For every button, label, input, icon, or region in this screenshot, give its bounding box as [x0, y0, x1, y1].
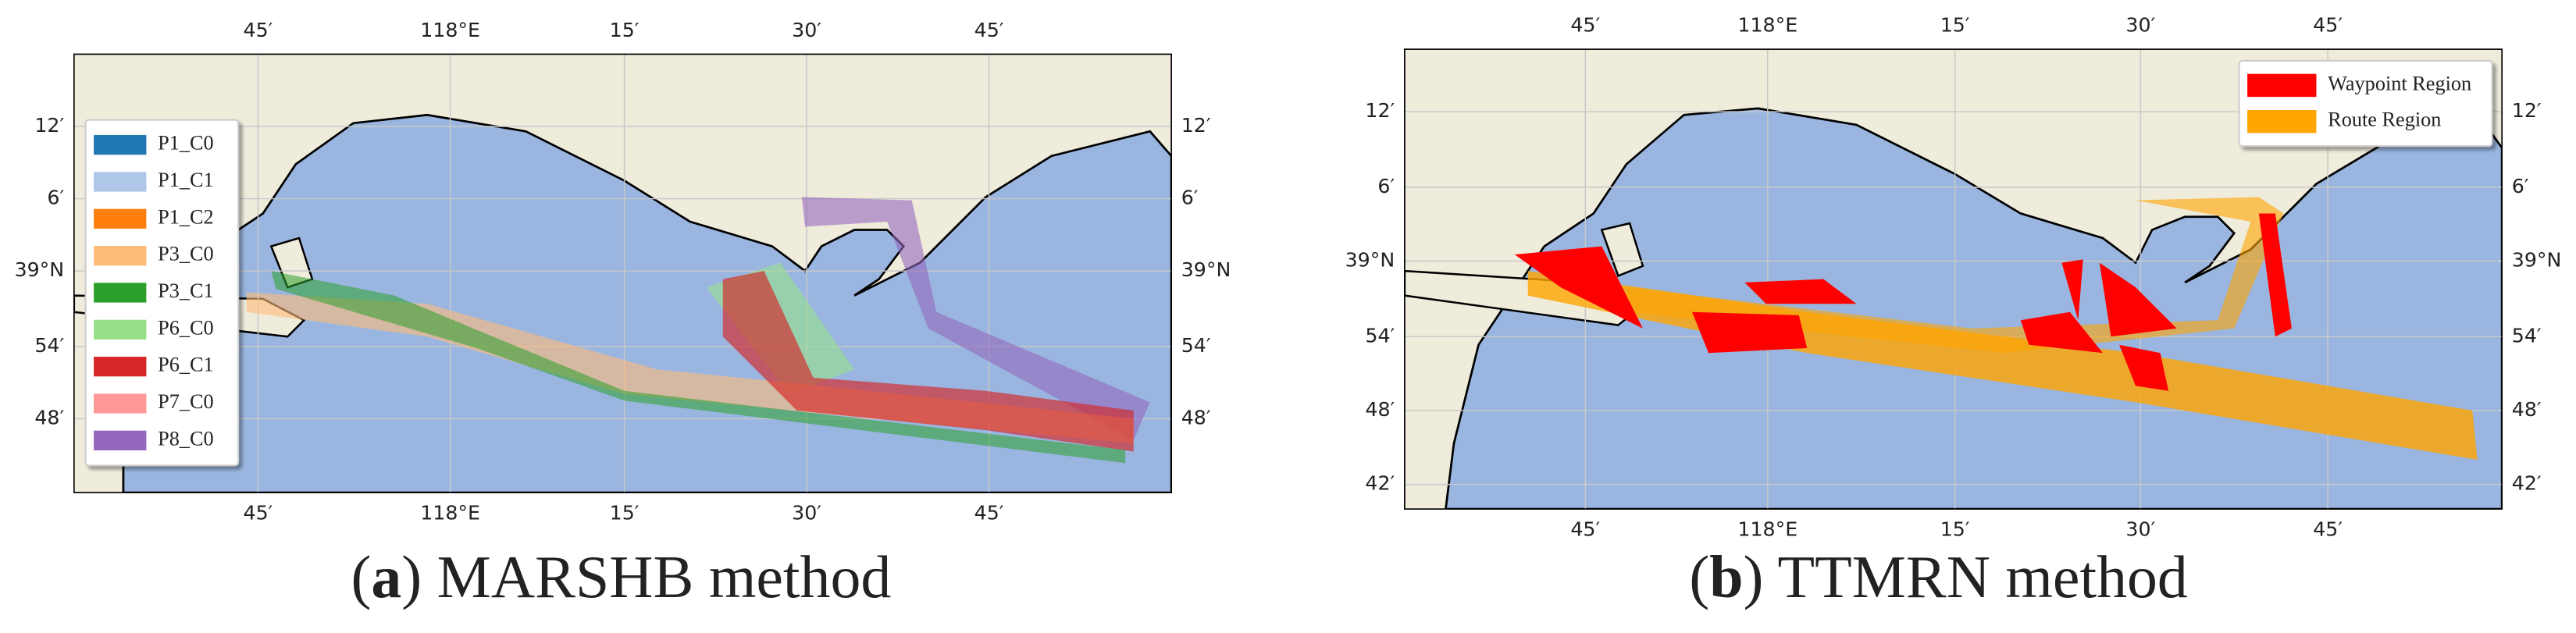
left-tick-label: 12′ [34, 114, 64, 137]
left-tick-label: 39°N [15, 258, 65, 281]
bottom-tick-label: 15′ [1940, 518, 1970, 541]
waypoint-region [1514, 246, 1643, 329]
waypoint-region [1744, 279, 1857, 304]
caption-part: ) TTMRN method [1744, 543, 2188, 610]
top-tick-label: 15′ [610, 19, 640, 41]
top-tick-label: 30′ [2125, 14, 2155, 37]
bottom-tick-label: 118°E [1737, 518, 1797, 541]
top-tick-label: 15′ [1940, 14, 1970, 37]
left-tick-label: 6′ [1377, 175, 1395, 197]
left-tick-label: 48′ [1365, 398, 1395, 421]
bottom-tick-label: 15′ [610, 501, 640, 524]
legend-swatch [94, 430, 147, 450]
right-tick-label: 54′ [1181, 334, 1211, 357]
legend-label: P1_C1 [158, 169, 214, 191]
legend-box [84, 119, 240, 467]
waypoint-region [2119, 344, 2169, 391]
legend-swatch [94, 135, 147, 155]
legend-swatch [94, 283, 147, 303]
right-tick-label: 39°N [1181, 258, 1231, 281]
legend-label: P6_C1 [158, 354, 214, 376]
left-tick-label: 42′ [1365, 472, 1395, 495]
right-tick-label: 42′ [2512, 472, 2542, 495]
right-tick-label: 12′ [1181, 114, 1211, 137]
top-tick-label: 118°E [420, 19, 480, 41]
legend-label: P3_C0 [158, 243, 214, 265]
left-tick-label: 39°N [1345, 248, 1395, 271]
route-region [1626, 197, 2284, 354]
caption-part: ) MARSHB method [401, 543, 891, 610]
caption-part: ( [1689, 543, 1709, 610]
frame [1404, 48, 2503, 510]
left-tick-label: 54′ [34, 334, 64, 357]
caption-part: ( [351, 543, 371, 610]
caption: (a) MARSHB method [351, 543, 891, 610]
legend-label: P3_C1 [158, 279, 214, 302]
waypoint-region [2020, 311, 2103, 354]
legend-label: P1_C0 [158, 132, 214, 155]
legend-swatch [94, 393, 147, 414]
caption-part: a [371, 543, 401, 610]
legend-swatch [94, 246, 147, 266]
frame [73, 53, 1172, 493]
right-tick-label: 48′ [2512, 398, 2542, 421]
route-region [722, 271, 1134, 452]
legend-swatch [94, 172, 147, 192]
legend-label: Waypoint Region [2328, 72, 2471, 94]
top-tick-label: 45′ [2313, 14, 2343, 37]
legend-swatch [2247, 73, 2317, 98]
waypoint-region [1692, 311, 1808, 354]
legend-label: P1_C2 [158, 205, 214, 228]
waypoint-region [2099, 262, 2177, 337]
route-region [801, 197, 1150, 440]
waypoint-region [2061, 259, 2083, 321]
right-tick-label: 39°N [2512, 248, 2562, 271]
bottom-tick-label: 45′ [974, 501, 1004, 524]
left-tick-label: 6′ [47, 187, 64, 209]
caption-part: b [1709, 543, 1743, 610]
right-tick-label: 54′ [2512, 324, 2542, 347]
top-tick-label: 45′ [974, 19, 1004, 41]
top-tick-label: 45′ [1570, 14, 1600, 37]
top-tick-label: 118°E [1737, 14, 1797, 37]
legend-label: P8_C0 [158, 427, 214, 450]
top-tick-label: 45′ [244, 19, 273, 41]
bottom-tick-label: 30′ [792, 501, 821, 524]
left-tick-label: 54′ [1365, 324, 1395, 347]
bottom-tick-label: 45′ [1570, 518, 1600, 541]
map-a [73, 54, 1172, 493]
left-tick-label: 48′ [34, 406, 64, 429]
right-tick-label: 48′ [1181, 406, 1211, 429]
legend: Waypoint Region Route Region [2238, 59, 2493, 148]
legend-label: Route Region [2328, 108, 2441, 131]
legend: P1_C0 P1_C1 P1_C2 P3_C0 P3_C1 P6_C0 P6_C1 P7_C0… [84, 119, 240, 467]
bottom-tick-label: 45′ [244, 501, 273, 524]
legend-swatch [94, 357, 147, 377]
waypoint-regions [1514, 213, 2292, 391]
waypoint-region [2258, 213, 2292, 337]
bottom-tick-label: 30′ [2125, 518, 2155, 541]
right-tick-label: 6′ [1181, 187, 1199, 209]
right-tick-label: 12′ [2512, 99, 2542, 122]
top-tick-label: 30′ [792, 19, 821, 41]
bottom-tick-label: 45′ [2313, 518, 2343, 541]
legend-label: P6_C0 [158, 316, 214, 339]
right-tick-label: 6′ [2512, 175, 2529, 197]
bottom-tick-label: 118°E [420, 501, 480, 524]
route-region [271, 271, 1126, 464]
legend-label: P7_C0 [158, 390, 214, 413]
legend-swatch [94, 208, 147, 229]
caption: (b) TTMRN method [1689, 543, 2188, 610]
legend-swatch [94, 319, 147, 340]
legend-swatch [2247, 109, 2317, 133]
left-tick-label: 12′ [1365, 99, 1395, 122]
